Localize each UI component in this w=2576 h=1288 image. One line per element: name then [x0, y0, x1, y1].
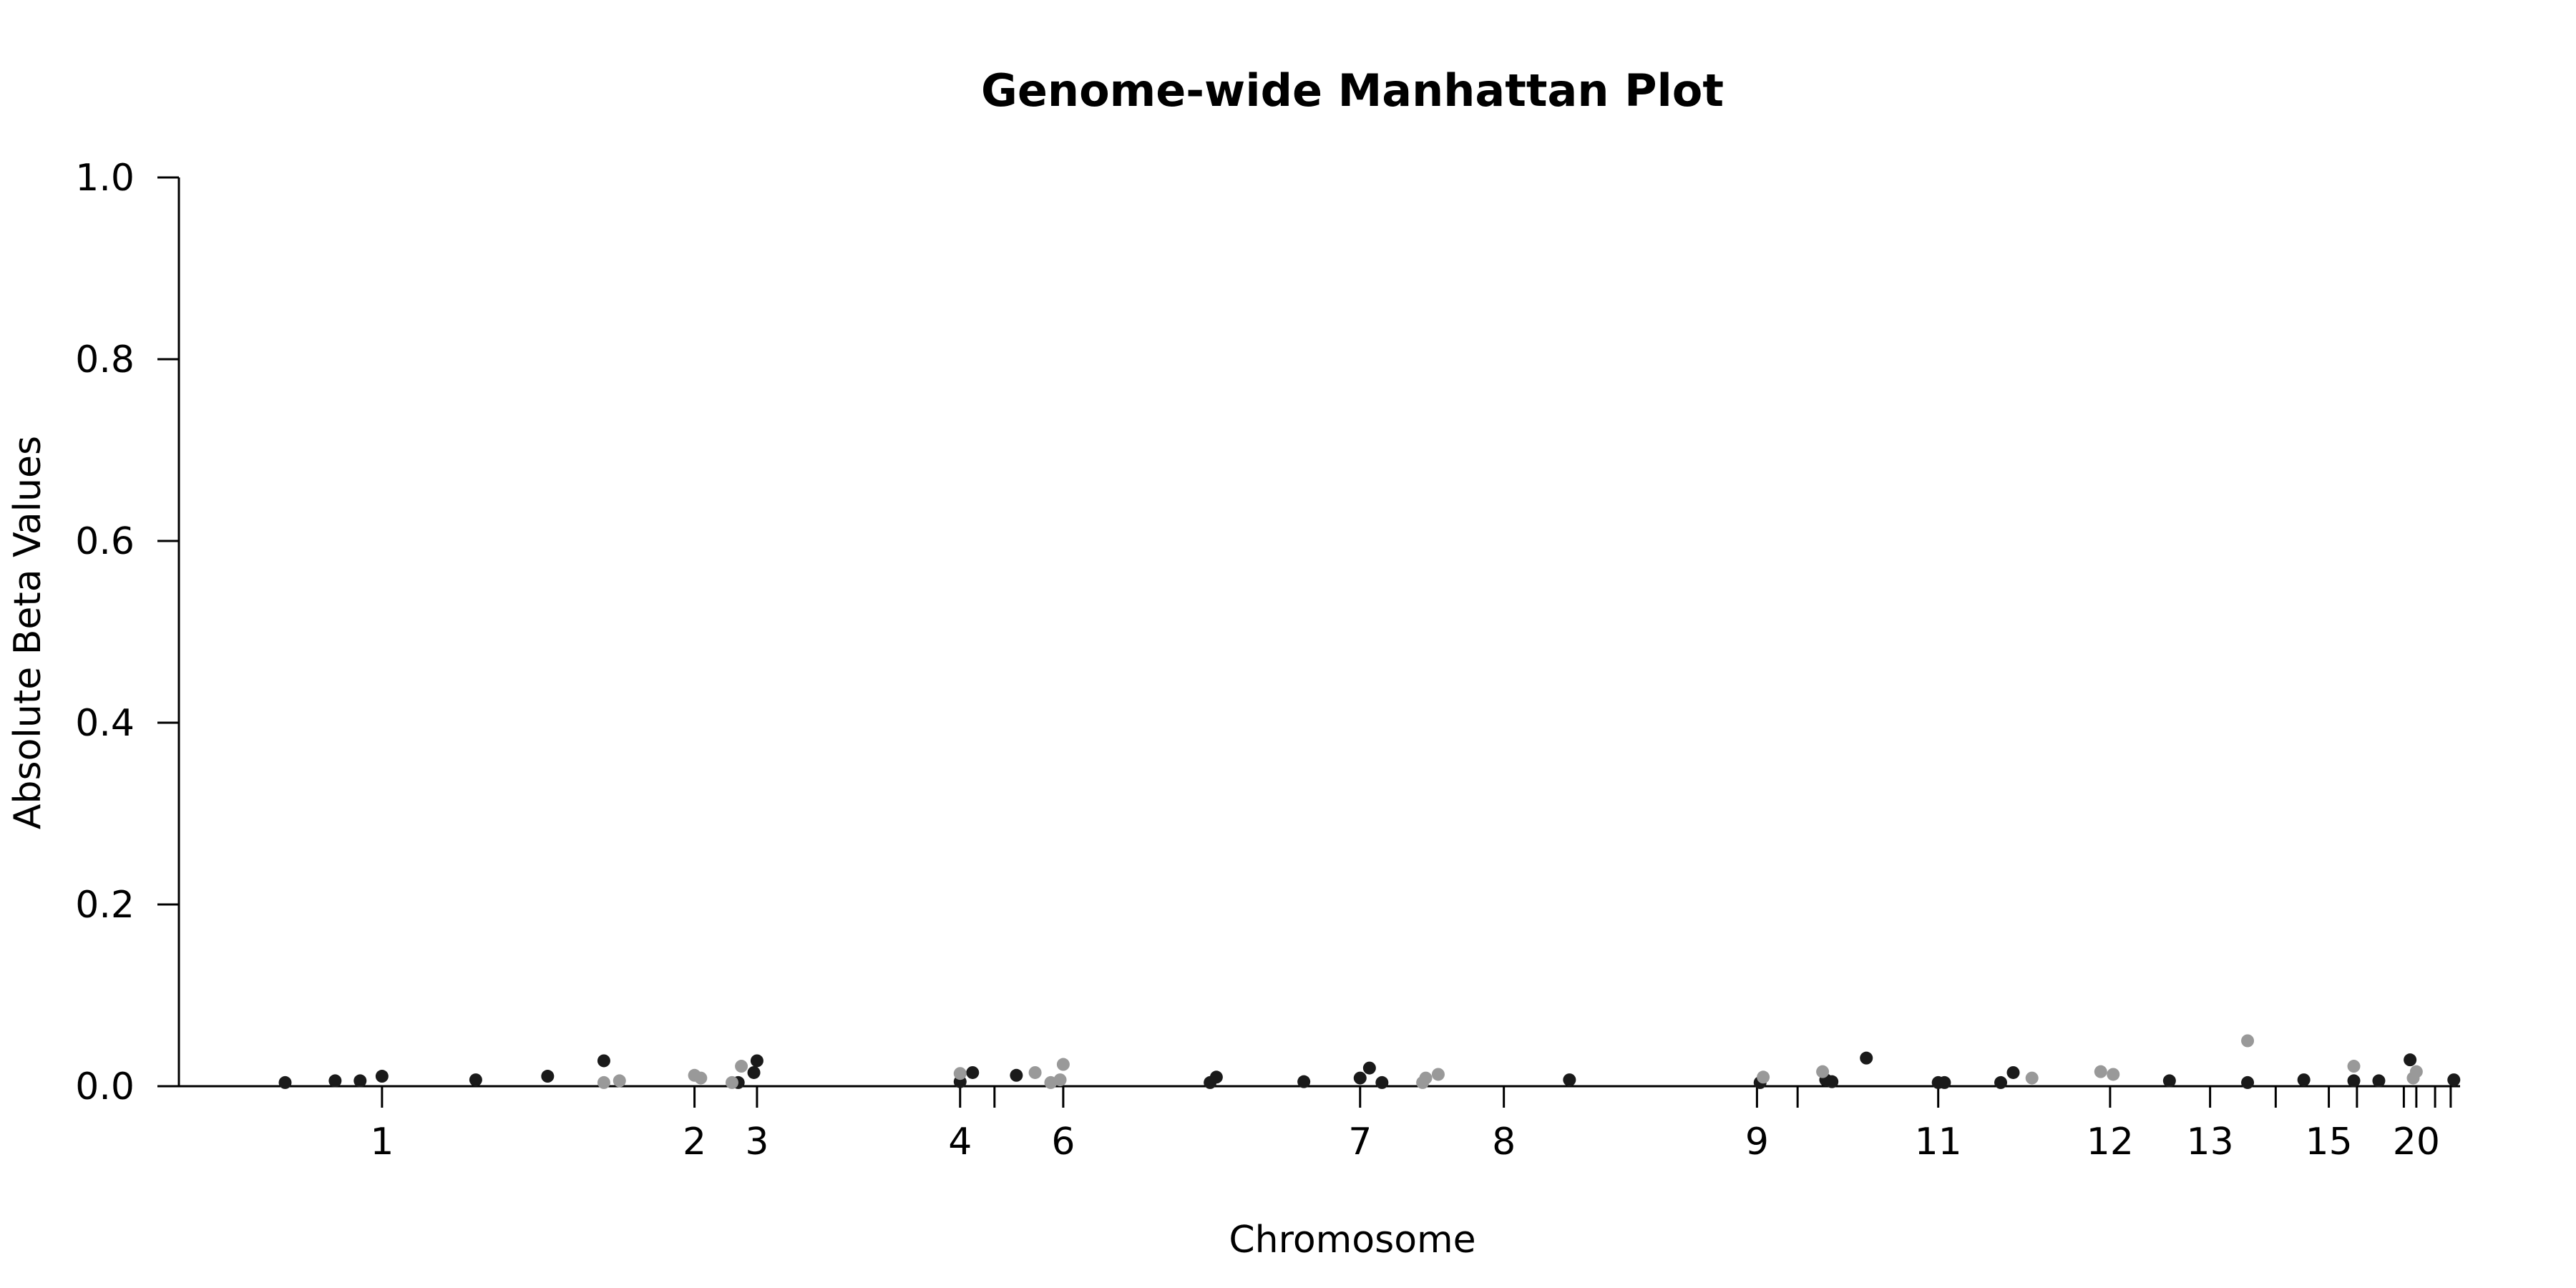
data-point [1938, 1075, 1951, 1089]
data-point [966, 1065, 980, 1079]
data-point [1860, 1051, 1873, 1065]
data-point [2094, 1065, 2107, 1078]
data-point [2372, 1074, 2386, 1088]
x-tick-label: 15 [2305, 1121, 2352, 1163]
x-tick-label: 11 [1915, 1121, 1962, 1163]
data-point [2162, 1074, 2176, 1088]
data-point [469, 1073, 482, 1087]
x-axis-label: Chromosome [1229, 1219, 1475, 1262]
y-tick-label: 0.4 [75, 702, 135, 745]
data-point [1362, 1061, 1376, 1075]
data-point [1563, 1073, 1576, 1087]
data-points [278, 1034, 2461, 1089]
y-tick-label: 0.2 [75, 884, 135, 927]
data-point [1431, 1068, 1445, 1081]
x-tick-label: 6 [1051, 1121, 1075, 1163]
x-tick-label: 7 [1348, 1121, 1372, 1163]
data-point [1375, 1075, 1389, 1089]
data-point [541, 1070, 555, 1083]
x-tick-label: 13 [2187, 1121, 2234, 1163]
data-point [353, 1074, 367, 1088]
data-point [2447, 1073, 2461, 1087]
data-point [597, 1075, 610, 1089]
data-point [1056, 1058, 1070, 1071]
data-point [2347, 1060, 2361, 1073]
data-point [1825, 1075, 1839, 1088]
data-point [1816, 1065, 1830, 1078]
data-point [725, 1075, 738, 1089]
x-tick-label: 1 [370, 1121, 394, 1163]
y-tick-label: 0.8 [75, 338, 135, 381]
data-point [1209, 1070, 1223, 1084]
data-point [2241, 1075, 2255, 1089]
data-point [1994, 1075, 2008, 1089]
y-axis: 0.0 0.2 0.4 0.6 0.8 1.0 [75, 157, 180, 1108]
x-tick-label: 12 [2087, 1121, 2134, 1163]
data-point [278, 1075, 292, 1089]
x-tick-label: 2 [683, 1121, 706, 1163]
y-axis-label: Absolute Beta Values [6, 436, 49, 829]
data-point [2006, 1065, 2020, 1079]
chart-title: Genome-wide Manhattan Plot [981, 64, 1724, 117]
data-point [328, 1074, 342, 1088]
data-point [613, 1074, 626, 1088]
x-tick-label: 8 [1492, 1121, 1516, 1163]
data-point [2347, 1074, 2361, 1088]
y-tick-label: 0.6 [75, 520, 135, 563]
data-point [1010, 1068, 1023, 1082]
y-ticks: 0.0 0.2 0.4 0.6 0.8 1.0 [75, 157, 179, 1108]
data-point [953, 1067, 967, 1080]
data-point [597, 1054, 610, 1068]
x-tick-label: 9 [1745, 1121, 1769, 1163]
data-point [750, 1054, 763, 1068]
data-point [735, 1060, 748, 1073]
x-tick-label: 3 [745, 1121, 769, 1163]
x-tick-label: 4 [948, 1121, 972, 1163]
data-point [1053, 1073, 1067, 1087]
x-tick-label: 20 [2393, 1121, 2440, 1163]
data-point [1419, 1071, 1433, 1085]
data-point [2107, 1068, 2120, 1081]
data-point [2409, 1065, 2423, 1078]
data-point [1757, 1070, 1770, 1084]
data-point [1028, 1065, 1042, 1079]
data-point [1297, 1075, 1311, 1088]
data-point [2297, 1073, 2311, 1087]
data-point [2025, 1071, 2039, 1085]
x-axis: 1 2 3 4 6 7 8 9 11 12 13 15 20 [179, 1085, 2460, 1163]
data-point [2241, 1034, 2255, 1048]
x-ticks: 1 2 3 4 6 7 8 9 11 12 13 15 20 [370, 1086, 2452, 1163]
data-point [375, 1070, 389, 1083]
data-point [2404, 1053, 2417, 1067]
y-tick-label: 1.0 [75, 157, 135, 200]
data-point [694, 1071, 708, 1085]
data-point [747, 1065, 761, 1079]
data-point [1353, 1071, 1367, 1085]
y-tick-label: 0.0 [75, 1065, 135, 1108]
